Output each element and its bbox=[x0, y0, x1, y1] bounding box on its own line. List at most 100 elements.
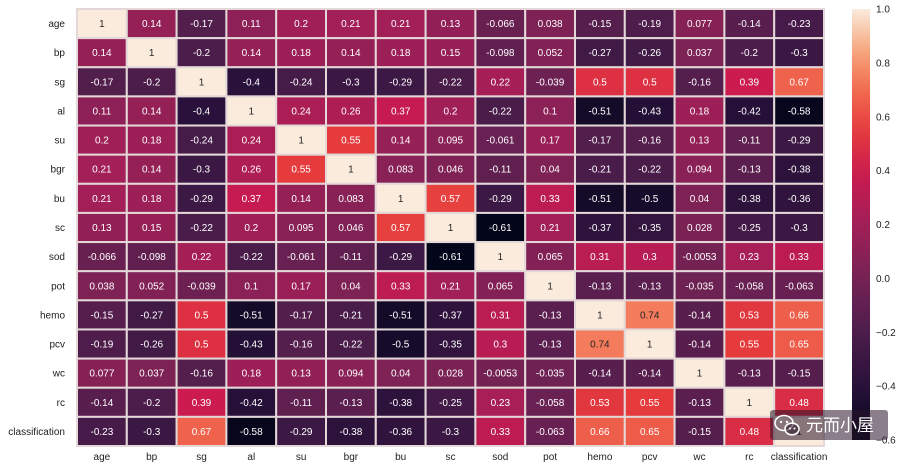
heatmap-cell-label: -0.38 bbox=[389, 398, 412, 409]
heatmap-cell-label: 0.095 bbox=[438, 136, 463, 147]
heatmap-cell bbox=[723, 182, 776, 214]
heatmap-cell-label: 0.18 bbox=[242, 369, 262, 380]
heatmap-cell-label: 0.04 bbox=[540, 165, 560, 176]
heatmap-cell-label: -0.51 bbox=[589, 194, 612, 205]
heatmap-cell-label: -0.2 bbox=[741, 48, 759, 59]
heatmap-cell bbox=[325, 182, 377, 214]
x-tick-label: pot bbox=[543, 452, 557, 463]
heatmap-cell-label: -0.063 bbox=[536, 427, 565, 438]
heatmap-cell-label: -0.22 bbox=[340, 340, 363, 351]
heatmap-cell bbox=[175, 211, 228, 244]
x-tick-label: wc bbox=[692, 452, 705, 463]
heatmap-cell-label: -0.26 bbox=[638, 48, 661, 59]
heatmap-cell-label: -0.15 bbox=[91, 310, 114, 321]
heatmap-cell-label: -0.11 bbox=[290, 398, 312, 409]
heatmap-cell-label: 1 bbox=[547, 281, 553, 292]
heatmap-cell bbox=[325, 241, 377, 273]
heatmap-cell-labels: 1 0.14 -0.17 0.11 0.2 0.21 0.21 0.13 -0.066 0.038… bbox=[88, 19, 814, 438]
heatmap-cell bbox=[325, 66, 377, 98]
heatmap-cell-label: -0.11 bbox=[738, 136, 760, 147]
heatmap-cell-label: 0.2 bbox=[244, 223, 258, 234]
heatmap-cell-label: 0.14 bbox=[142, 19, 162, 30]
heatmap-cell-label: 0.21 bbox=[391, 19, 411, 30]
heatmap-cell-label: -0.14 bbox=[589, 369, 612, 380]
heatmap-cell bbox=[723, 270, 776, 302]
heatmap-cell-label: -0.061 bbox=[287, 252, 316, 263]
heatmap-cell-label: 0.24 bbox=[242, 136, 262, 147]
x-tick-label: rc bbox=[745, 452, 753, 463]
heatmap-cell bbox=[673, 415, 726, 448]
heatmap-cell bbox=[524, 299, 577, 331]
heatmap-cell-label: -0.035 bbox=[685, 281, 714, 292]
heatmap-cell bbox=[125, 415, 178, 448]
heatmap-cell bbox=[773, 328, 826, 360]
heatmap-cell-label: -0.4 bbox=[193, 106, 211, 117]
heatmap-cell-label: 0.5 bbox=[593, 77, 607, 88]
heatmap-cell-label: 0.22 bbox=[491, 77, 511, 88]
heatmap-cell-label: 0.04 bbox=[690, 194, 710, 205]
heatmap-cell-label: -0.063 bbox=[785, 281, 814, 292]
heatmap-cell-label: -0.3 bbox=[143, 427, 161, 438]
heatmap-cell bbox=[574, 357, 626, 389]
heatmap-cell-label: 1 bbox=[498, 252, 504, 263]
heatmap-cell-label: 0.1 bbox=[244, 281, 258, 292]
heatmap-cell-label: -0.15 bbox=[589, 19, 612, 30]
heatmap-cell-label: 1 bbox=[647, 340, 653, 351]
heatmap-cell bbox=[673, 270, 726, 302]
heatmap-cell-label: -0.21 bbox=[340, 310, 363, 321]
heatmap-cell-label: 0.21 bbox=[540, 223, 560, 234]
heatmap-cell-label: 1 bbox=[99, 19, 105, 30]
heatmap-cell bbox=[723, 153, 776, 185]
heatmap-cell-label: 0.74 bbox=[640, 310, 660, 321]
heatmap-cell-label: -0.38 bbox=[788, 165, 811, 176]
heatmap-cell-label: 1 bbox=[597, 310, 603, 321]
heatmap-cell-label: -0.16 bbox=[688, 77, 711, 88]
heatmap-cell bbox=[623, 415, 676, 448]
heatmap-cell-label: 0.1 bbox=[543, 106, 557, 117]
heatmap-cell-label: 0.13 bbox=[92, 223, 112, 234]
heatmap-cell bbox=[623, 241, 676, 273]
heatmap-cell-label: 0.04 bbox=[391, 369, 411, 380]
colorbar-tick-label: −0.2 bbox=[876, 328, 896, 339]
y-tick-label: bp bbox=[54, 48, 66, 59]
heatmap-cell bbox=[474, 182, 527, 214]
heatmap-cell-label: 0.14 bbox=[242, 48, 262, 59]
heatmap-cell-label: 0.55 bbox=[341, 136, 361, 147]
heatmap-cell-label: 0.74 bbox=[590, 340, 610, 351]
heatmap-cell bbox=[374, 182, 427, 214]
heatmap-cell-label: -0.3 bbox=[442, 427, 460, 438]
x-tick-label: sod bbox=[492, 452, 508, 463]
x-tick-label: pcv bbox=[642, 452, 658, 463]
heatmap-cell-label: 0.39 bbox=[192, 398, 212, 409]
colorbar-tick-label: −0.4 bbox=[876, 382, 896, 393]
heatmap-cell bbox=[125, 386, 178, 418]
heatmap-cell-label: 0.33 bbox=[540, 194, 560, 205]
heatmap-cell bbox=[275, 37, 328, 69]
heatmap-cell bbox=[225, 153, 278, 185]
heatmap-cell bbox=[623, 124, 676, 156]
heatmap-cell-label: 0.55 bbox=[291, 165, 311, 176]
x-tick-label: hemo bbox=[587, 452, 612, 463]
heatmap-cell bbox=[474, 415, 527, 448]
y-tick-label: sc bbox=[55, 223, 65, 234]
heatmap-cell-label: 0.083 bbox=[338, 194, 363, 205]
colorbar-tick-label: 0.4 bbox=[876, 166, 890, 177]
heatmap-cell-label: 0.094 bbox=[338, 369, 363, 380]
heatmap-cell bbox=[374, 241, 427, 273]
heatmap-cell-label: 0.53 bbox=[740, 310, 760, 321]
heatmap-cell-label: 0.2 bbox=[95, 136, 109, 147]
heatmap-cell bbox=[325, 153, 377, 185]
heatmap-cell-label: 1 bbox=[149, 48, 155, 59]
heatmap-cell-label: 0.052 bbox=[538, 48, 563, 59]
heatmap-cell-label: -0.35 bbox=[439, 340, 462, 351]
heatmap-cell-label: -0.13 bbox=[738, 369, 761, 380]
heatmap-cell-label: -0.27 bbox=[589, 48, 612, 59]
heatmap-cell-label: -0.37 bbox=[589, 223, 612, 234]
heatmap-cell-label: 0.14 bbox=[142, 165, 162, 176]
heatmap-cell bbox=[574, 241, 626, 273]
heatmap-cell-label: -0.19 bbox=[638, 19, 661, 30]
heatmap-cell-label: -0.22 bbox=[439, 77, 462, 88]
heatmap-cell-label: -0.14 bbox=[688, 340, 711, 351]
x-tick-label: su bbox=[296, 452, 307, 463]
x-tick-label: age bbox=[94, 452, 111, 463]
